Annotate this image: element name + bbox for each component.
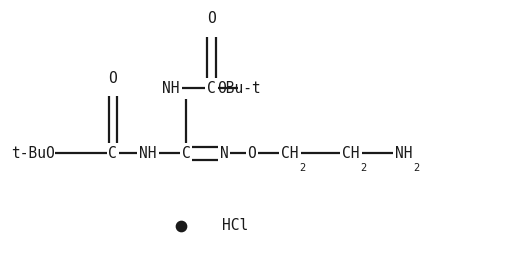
Text: NH: NH bbox=[140, 146, 157, 161]
Text: 2: 2 bbox=[413, 162, 419, 173]
Text: 2: 2 bbox=[360, 162, 366, 173]
Text: 2: 2 bbox=[299, 162, 305, 173]
Text: O: O bbox=[108, 70, 117, 86]
Text: NH: NH bbox=[162, 81, 180, 96]
Text: HCl: HCl bbox=[222, 218, 248, 233]
Text: C: C bbox=[108, 146, 117, 161]
Text: t-BuO: t-BuO bbox=[11, 146, 54, 161]
Point bbox=[177, 224, 185, 228]
Text: O: O bbox=[247, 146, 256, 161]
Text: NH: NH bbox=[395, 146, 413, 161]
Text: CH: CH bbox=[281, 146, 299, 161]
Text: C: C bbox=[207, 81, 216, 96]
Text: N: N bbox=[220, 146, 229, 161]
Text: CH: CH bbox=[342, 146, 359, 161]
Text: C: C bbox=[182, 146, 190, 161]
Text: O: O bbox=[207, 11, 216, 26]
Text: OBu-t: OBu-t bbox=[218, 81, 261, 96]
